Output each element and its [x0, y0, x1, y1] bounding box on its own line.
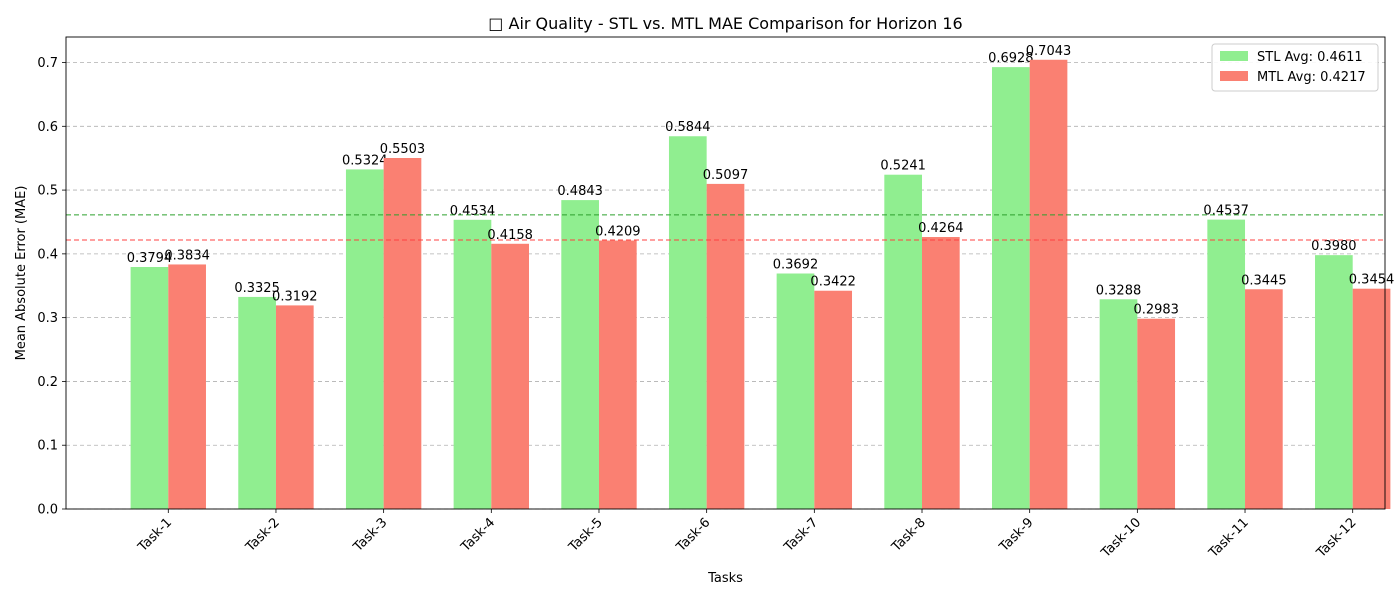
stl-data-label: 0.3794 — [127, 251, 173, 266]
y-tick-label: 0.3 — [37, 311, 58, 326]
stl-bar — [884, 174, 923, 510]
y-tick-label: 0.5 — [37, 184, 58, 199]
stl-bar — [238, 296, 276, 509]
mtl-data-label: 0.3834 — [164, 248, 210, 263]
y-tick-label: 0.6 — [37, 120, 58, 135]
mtl-data-label: 0.4209 — [595, 225, 641, 240]
x-tick-label: Task-2 — [242, 515, 282, 555]
stl-data-label: 0.3325 — [234, 281, 280, 296]
y-tick-label: 0.2 — [37, 375, 58, 390]
stl-data-label: 0.4843 — [557, 184, 603, 199]
stl-bar — [345, 169, 384, 509]
stl-bar — [1099, 299, 1138, 509]
x-tick-label: Task-12 — [1313, 515, 1359, 561]
stl-legend-swatch — [1220, 51, 1248, 61]
mtl-data-label: 0.7043 — [1026, 44, 1072, 59]
chart-title: □ Air Quality - STL vs. MTL MAE Comparis… — [488, 14, 962, 33]
x-axis-label: Tasks — [707, 571, 743, 586]
x-tick-label: Task-5 — [565, 515, 605, 555]
mtl-data-label: 0.3454 — [1349, 273, 1395, 288]
mtl-data-label: 0.3422 — [810, 275, 856, 290]
mtl-bar — [1352, 288, 1391, 509]
x-tick-label: Task-1 — [135, 515, 175, 555]
mtl-data-label: 0.4158 — [487, 228, 533, 243]
x-tick-label: Task-6 — [673, 515, 713, 555]
stl-bar — [130, 267, 169, 509]
stl-data-label: 0.5324 — [342, 153, 388, 168]
mtl-bar — [814, 290, 853, 509]
x-tick-label: Task-4 — [458, 515, 498, 555]
x-tick-label: Task-7 — [781, 515, 821, 555]
stl-data-label: 0.6928 — [988, 51, 1034, 66]
stl-bar — [668, 136, 707, 510]
stl-bar — [776, 273, 815, 509]
stl-data-label: 0.5241 — [880, 159, 926, 174]
stl-bar — [561, 200, 599, 509]
mtl-bar — [598, 240, 637, 509]
mtl-data-label: 0.5097 — [703, 168, 749, 183]
stl-data-label: 0.5844 — [665, 120, 711, 135]
mtl-legend-label: MTL Avg: 0.4217 — [1257, 70, 1366, 85]
x-tick-label: Task-11 — [1206, 515, 1252, 561]
x-tick-label: Task-3 — [350, 515, 390, 555]
mtl-bar — [275, 305, 314, 509]
stl-legend-label: STL Avg: 0.4611 — [1257, 50, 1363, 65]
mtl-legend-swatch — [1220, 71, 1248, 81]
y-tick-label: 0.7 — [37, 56, 58, 71]
mtl-bar — [1029, 59, 1068, 509]
mtl-bar — [1245, 289, 1283, 509]
stl-bar — [1315, 255, 1353, 509]
mtl-bar — [1137, 318, 1176, 509]
x-tick-label: Task-8 — [889, 515, 929, 555]
mtl-data-label: 0.3445 — [1241, 273, 1287, 288]
plot-frame — [65, 36, 1386, 510]
mtl-bar — [922, 237, 960, 509]
stl-data-label: 0.3980 — [1311, 239, 1357, 254]
stl-data-label: 0.3692 — [773, 258, 819, 273]
stl-bar — [1207, 219, 1246, 509]
legend-box — [1211, 43, 1379, 92]
mtl-bar — [383, 157, 422, 509]
x-tick-label: Task-10 — [1098, 515, 1144, 561]
y-tick-label: 0.1 — [37, 439, 58, 454]
y-tick-label: 0.4 — [37, 247, 58, 262]
stl-data-label: 0.3288 — [1096, 283, 1142, 298]
stl-data-label: 0.4534 — [450, 204, 496, 219]
y-tick-label: 0.0 — [37, 503, 58, 518]
mtl-data-label: 0.5503 — [380, 142, 426, 157]
mtl-data-label: 0.3192 — [272, 289, 318, 304]
mtl-data-label: 0.4264 — [918, 221, 964, 236]
mtl-data-label: 0.2983 — [1133, 303, 1179, 318]
y-axis-label: Mean Absolute Error (MAE) — [14, 186, 29, 361]
stl-bar — [453, 219, 492, 509]
mtl-bar — [491, 243, 529, 509]
mtl-bar — [706, 183, 745, 510]
stl-data-label: 0.4537 — [1203, 204, 1249, 219]
x-tick-label: Task-9 — [996, 515, 1036, 555]
mtl-bar — [168, 264, 206, 509]
stl-bar — [991, 67, 1030, 509]
